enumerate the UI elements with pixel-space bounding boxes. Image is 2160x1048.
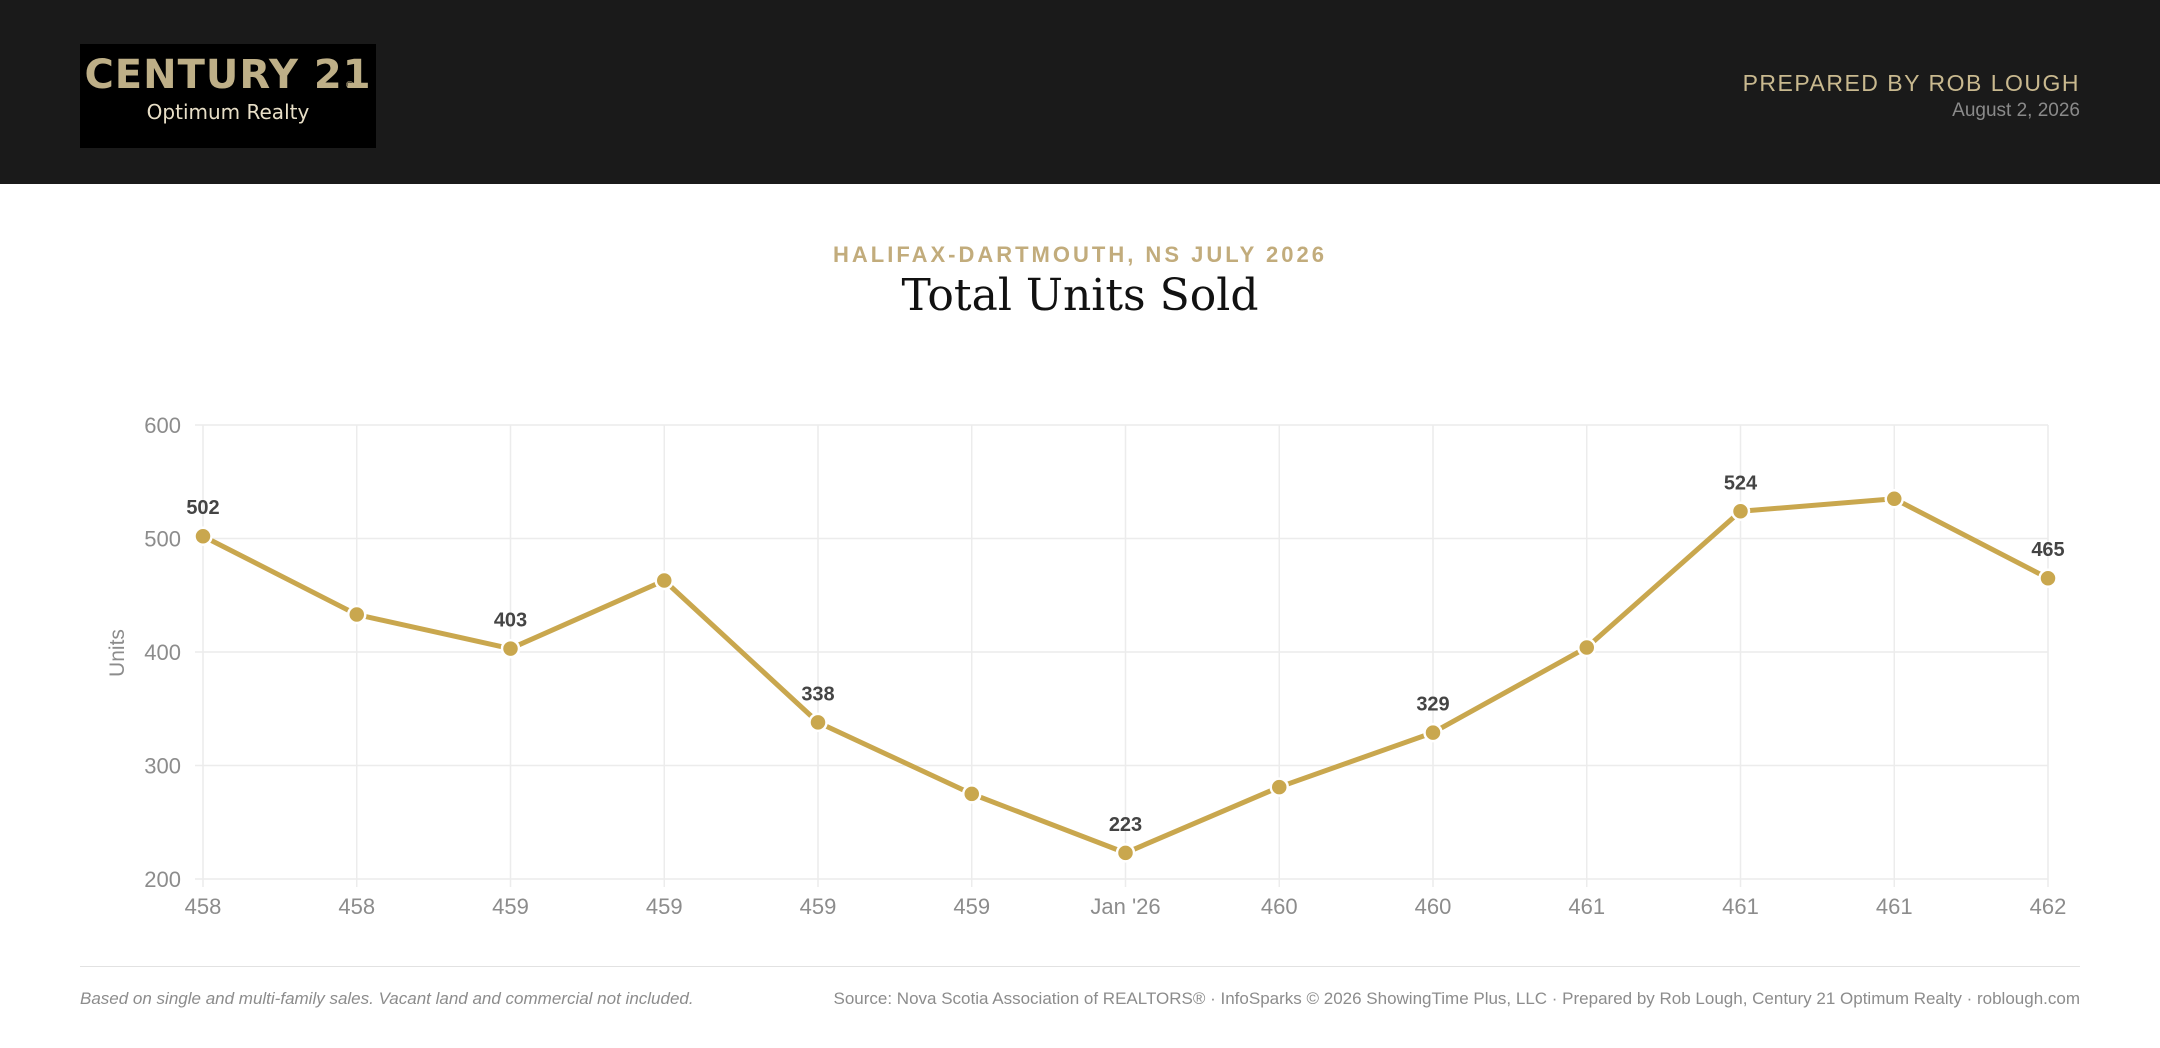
chart-title: Total Units Sold (901, 270, 1259, 321)
data-point (1884, 489, 1904, 509)
data-point (2038, 568, 2058, 588)
data-label: 329 (1416, 694, 1449, 716)
data-label: 338 (801, 683, 834, 705)
footer-note: Based on single and multi-family sales. … (80, 989, 694, 1008)
footer-source: Source: Nova Scotia Association of REALT… (833, 989, 2081, 1008)
data-point (1423, 722, 1443, 743)
y-axis-ticks: 200 300 400 500 600 (144, 413, 181, 892)
data-label: 403 (494, 610, 527, 632)
footer-divider (80, 966, 2080, 967)
x-tick-label: Jan '26 (1090, 894, 1160, 919)
data-point (962, 784, 982, 804)
century21-logo: CENTURY 21 ® Optimum Realty (80, 44, 376, 148)
y-tick-label: 300 (144, 754, 181, 779)
logo-office-name: Optimum Realty (146, 100, 310, 124)
data-point (808, 712, 828, 733)
x-tick-label: 461 (1568, 894, 1605, 919)
data-label: 223 (1109, 814, 1142, 836)
data-point (193, 526, 213, 546)
report-header: CENTURY 21 ® Optimum Realty PREPARED BY … (0, 0, 2160, 184)
data-point (500, 638, 521, 659)
x-axis-ticks: 458 458 459 459 459 459 Jan '26 460 460 461 461 461… (185, 894, 2067, 919)
prepared-by: PREPARED BY ROB LOUGH (1742, 70, 2080, 96)
x-tick-label: 459 (646, 894, 683, 919)
y-tick-label: 600 (144, 413, 181, 438)
y-axis-label: Units (106, 629, 129, 677)
y-tick-label: 200 (144, 867, 181, 892)
x-tick-label: 458 (338, 894, 375, 919)
x-tick-label: 458 (185, 894, 222, 919)
y-tick-label: 400 (144, 640, 181, 665)
x-tick-label: 462 (2030, 894, 2067, 919)
data-point (1115, 843, 1136, 863)
data-label: 465 (2031, 539, 2064, 561)
x-tick-label: 461 (1876, 894, 1913, 919)
x-tick-label: 459 (800, 894, 837, 919)
data-point (1269, 777, 1289, 797)
report-date: August 2, 2026 (1952, 100, 2080, 121)
x-tick-label: 460 (1261, 894, 1298, 919)
logo-registered-mark: ® (346, 80, 354, 91)
data-point (1730, 501, 1751, 522)
data-label: 524 (1724, 472, 1758, 494)
x-tick-label: 459 (492, 894, 529, 919)
x-tick-label: 459 (953, 894, 990, 919)
data-point (347, 604, 367, 625)
y-tick-label: 500 (144, 527, 181, 552)
data-points (193, 489, 2058, 863)
data-label: 502 (186, 497, 219, 519)
x-tick-label: 460 (1415, 894, 1452, 919)
data-point (654, 570, 674, 591)
report-subtitle: HALIFAX-DARTMOUTH, NS JULY 2026 (833, 242, 1327, 267)
x-tick-label: 461 (1722, 894, 1759, 919)
data-point (1577, 637, 1597, 658)
data-labels: 502 403 338 223 329 524 465 (186, 472, 2064, 836)
logo-brand: CENTURY 21 (84, 52, 372, 98)
